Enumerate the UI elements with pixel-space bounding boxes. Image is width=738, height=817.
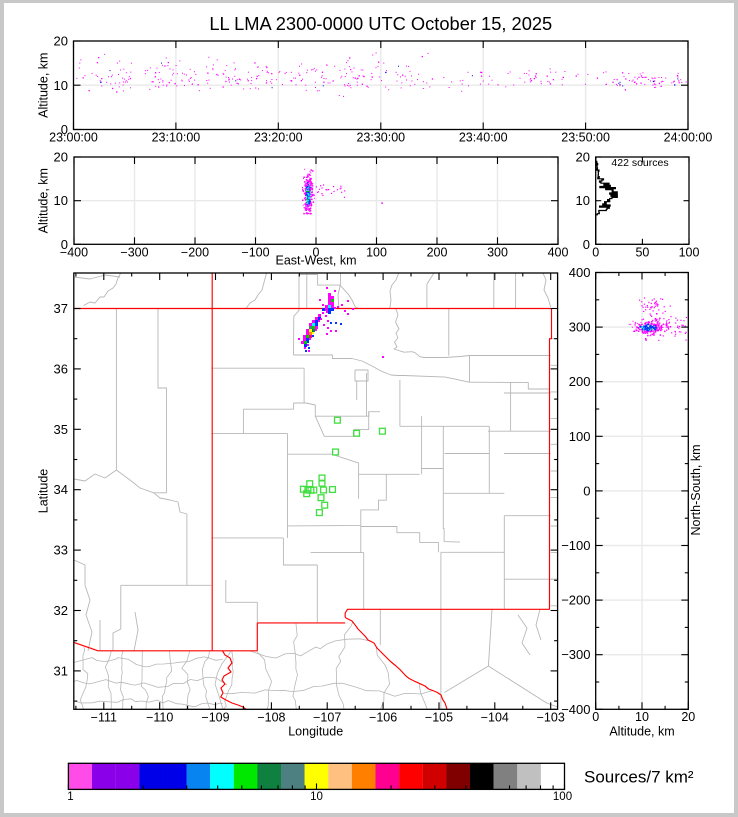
svg-text:0: 0 <box>583 237 590 252</box>
svg-text:−109: −109 <box>201 711 229 725</box>
svg-text:0: 0 <box>61 237 68 252</box>
svg-text:−100: −100 <box>561 538 590 553</box>
svg-text:−300: −300 <box>120 246 148 260</box>
svg-text:24:00:00: 24:00:00 <box>664 131 713 145</box>
svg-text:35: 35 <box>54 422 68 437</box>
svg-text:100: 100 <box>366 246 387 260</box>
svg-text:Altitude, km: Altitude, km <box>37 168 51 233</box>
svg-text:Latitude: Latitude <box>37 469 51 514</box>
svg-text:10: 10 <box>310 791 323 803</box>
svg-text:−100: −100 <box>241 246 269 260</box>
svg-text:100: 100 <box>679 246 700 260</box>
svg-text:23:20:00: 23:20:00 <box>254 131 303 145</box>
svg-text:32: 32 <box>54 603 68 618</box>
svg-text:37: 37 <box>54 301 68 316</box>
svg-text:20: 20 <box>576 150 590 165</box>
svg-text:31: 31 <box>54 663 68 678</box>
svg-text:400: 400 <box>548 246 569 260</box>
svg-text:−400: −400 <box>561 702 590 717</box>
svg-text:400: 400 <box>569 265 591 280</box>
svg-text:Altitude, km: Altitude, km <box>37 53 51 118</box>
svg-text:−400: −400 <box>60 246 88 260</box>
svg-text:23:00:00: 23:00:00 <box>49 131 98 145</box>
svg-text:0: 0 <box>592 246 599 260</box>
svg-text:−200: −200 <box>181 246 209 260</box>
svg-text:422 sources: 422 sources <box>611 157 668 169</box>
svg-text:23:50:00: 23:50:00 <box>561 131 610 145</box>
svg-text:200: 200 <box>427 246 448 260</box>
svg-text:100: 100 <box>569 429 591 444</box>
svg-text:36: 36 <box>54 361 68 376</box>
svg-text:33: 33 <box>54 543 68 558</box>
svg-text:100: 100 <box>553 791 572 803</box>
svg-text:20: 20 <box>54 34 68 49</box>
svg-text:1: 1 <box>67 791 73 803</box>
svg-text:−200: −200 <box>561 593 590 608</box>
svg-text:23:30:00: 23:30:00 <box>356 131 405 145</box>
svg-text:−106: −106 <box>369 711 397 725</box>
svg-text:200: 200 <box>569 374 591 389</box>
svg-text:10: 10 <box>54 78 68 93</box>
svg-text:Altitude, km: Altitude, km <box>609 725 674 739</box>
svg-text:10: 10 <box>54 193 68 208</box>
svg-text:10: 10 <box>635 710 649 724</box>
svg-text:−111: −111 <box>91 711 117 725</box>
svg-text:23:40:00: 23:40:00 <box>459 131 508 145</box>
svg-text:300: 300 <box>569 320 591 335</box>
svg-text:−110: −110 <box>146 711 173 725</box>
svg-text:0: 0 <box>313 246 320 260</box>
svg-text:20: 20 <box>54 150 68 165</box>
svg-text:Longitude: Longitude <box>288 725 343 739</box>
svg-text:0: 0 <box>61 122 68 137</box>
svg-text:−108: −108 <box>257 711 285 725</box>
svg-text:34: 34 <box>54 482 68 497</box>
svg-text:Sources/7 km²: Sources/7 km² <box>584 768 694 787</box>
svg-text:−107: −107 <box>313 711 341 725</box>
svg-text:300: 300 <box>487 246 508 260</box>
svg-text:−103: −103 <box>537 711 565 725</box>
svg-text:23:10:00: 23:10:00 <box>152 131 201 145</box>
svg-text:50: 50 <box>635 246 649 260</box>
svg-text:10: 10 <box>576 193 590 208</box>
svg-text:East-West, km: East-West, km <box>275 254 356 268</box>
svg-text:−300: −300 <box>561 647 590 662</box>
svg-text:LL LMA 2300-0000 UTC October 1: LL LMA 2300-0000 UTC October 15, 2025 <box>209 13 552 34</box>
svg-text:20: 20 <box>681 710 695 724</box>
svg-text:−105: −105 <box>425 711 453 725</box>
svg-text:0: 0 <box>592 710 599 724</box>
svg-text:North-South, km: North-South, km <box>689 444 703 535</box>
svg-text:−104: −104 <box>481 711 509 725</box>
svg-text:0: 0 <box>583 483 590 498</box>
